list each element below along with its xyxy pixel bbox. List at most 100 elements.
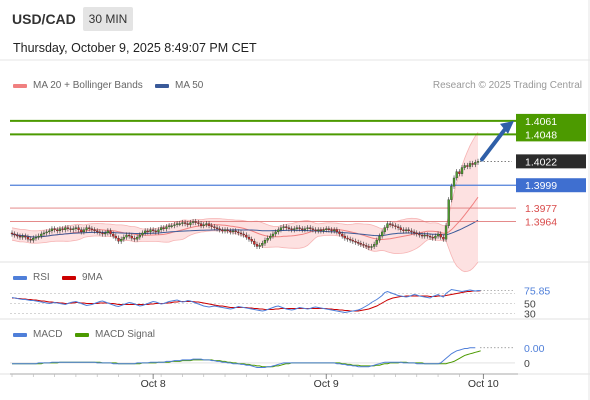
ma50-swatch-icon — [155, 83, 169, 88]
candle-body — [319, 229, 323, 232]
candle-body — [143, 230, 147, 234]
ma20-line — [11, 196, 479, 241]
candle-body — [165, 226, 168, 229]
candle-body — [194, 221, 197, 223]
candle-body — [213, 226, 216, 228]
candle-body — [458, 171, 461, 174]
candle-body — [234, 230, 237, 233]
candle-body — [349, 239, 352, 241]
legend-rsi-label: RSI — [33, 272, 50, 283]
candle-body — [402, 229, 405, 232]
rsi-swatch-icon — [13, 275, 27, 280]
legend-rsi: RSI — [13, 272, 50, 283]
candle-body — [231, 230, 235, 233]
candle-body — [386, 223, 389, 228]
candle-body — [210, 225, 213, 227]
candle-body — [375, 240, 378, 245]
candle-body — [306, 227, 309, 229]
timeframe-button[interactable]: 30 MIN — [83, 7, 133, 31]
candle-body — [338, 231, 341, 235]
candle-body — [85, 227, 88, 230]
candle-body — [317, 229, 320, 232]
macd-signal-swatch-icon — [75, 332, 89, 337]
candle-body — [447, 199, 450, 226]
candle-body — [434, 235, 437, 239]
candle-body — [215, 227, 219, 229]
x-tick-label: Oct 8 — [141, 378, 166, 390]
candle-body — [18, 235, 22, 238]
candle-body — [96, 230, 99, 233]
candle-body — [149, 229, 152, 233]
last-price-tag — [516, 154, 586, 169]
macd-pane[interactable]: 0.00 0 — [10, 343, 545, 370]
candle-body — [415, 232, 418, 235]
candle-body — [61, 228, 64, 230]
candle-body — [365, 245, 368, 247]
candle-body — [151, 229, 155, 232]
candle-body — [223, 229, 227, 232]
candle-body — [460, 167, 464, 174]
candle-body — [191, 221, 195, 223]
candle-body — [266, 237, 269, 241]
candle-body — [109, 230, 112, 235]
candle-body — [37, 235, 40, 238]
legend-rsi-ma-label: 9MA — [82, 272, 103, 283]
candle-body — [141, 232, 144, 236]
credit-text: Research © 2025 Trading Central — [432, 80, 582, 91]
datetime-label: Thursday, October 9, 2025 8:49:07 PM CET — [13, 41, 257, 55]
candle-body — [53, 228, 56, 230]
candle-body — [357, 242, 360, 244]
candle-body — [167, 225, 171, 227]
candle-body — [404, 229, 408, 232]
candle-body — [367, 246, 370, 248]
candle-body — [258, 245, 261, 247]
legend-macd-signal: MACD Signal — [75, 329, 155, 340]
candle-body — [197, 222, 200, 224]
candle-body — [391, 224, 394, 226]
candle-body — [410, 230, 413, 233]
candle-body — [452, 177, 456, 187]
candle-body — [218, 228, 221, 230]
candle-body — [48, 230, 51, 233]
candle-body — [120, 239, 123, 242]
legend-macd: MACD — [13, 329, 62, 340]
last-price-label: 1.4022 — [525, 156, 557, 168]
candle-body — [133, 237, 136, 240]
candle-body — [330, 229, 333, 232]
candle-body — [380, 231, 384, 237]
candle-body — [29, 239, 32, 241]
candle-body — [181, 222, 184, 224]
candle-body — [16, 234, 19, 237]
candle-body — [159, 227, 163, 230]
candle-body — [21, 235, 24, 238]
candle-body — [394, 225, 397, 227]
candle-body — [295, 227, 299, 229]
candle-body — [412, 231, 416, 234]
rsi-line — [11, 288, 481, 314]
candle-body — [253, 241, 256, 245]
candle-body — [303, 228, 307, 230]
candle-body — [178, 223, 181, 225]
candle-body — [138, 234, 141, 238]
candle-body — [207, 223, 211, 226]
legend-macd-label: MACD — [33, 329, 63, 340]
bollinger-band — [12, 132, 478, 272]
candle-body — [40, 233, 43, 237]
candle-body — [130, 235, 133, 239]
candle-body — [407, 229, 410, 232]
target-tag-1 — [516, 127, 586, 142]
candle-body — [136, 236, 139, 240]
candle-body — [34, 236, 38, 239]
x-tick-label: Oct 9 — [314, 378, 339, 390]
candle-body — [383, 227, 386, 233]
candle-body — [373, 244, 376, 247]
candle-body — [255, 244, 259, 247]
candle-body — [247, 236, 251, 240]
legend-rsi-ma: 9MA — [62, 272, 103, 283]
candle-body — [186, 223, 189, 225]
x-tick-label: Oct 10 — [468, 378, 499, 390]
